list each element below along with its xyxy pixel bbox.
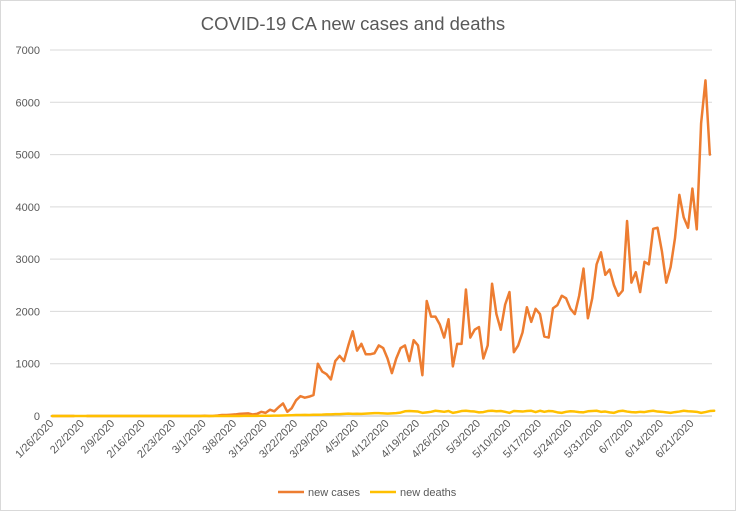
x-axis-ticks: 1/26/20202/2/20202/9/20202/16/20202/23/2… <box>13 418 696 461</box>
y-tick-label: 0 <box>34 411 40 423</box>
y-tick-label: 1000 <box>16 359 40 371</box>
y-tick-label: 3000 <box>16 254 40 266</box>
legend-label: new deaths <box>400 487 457 499</box>
y-tick-label: 6000 <box>16 97 40 109</box>
chart-title: COVID-19 CA new cases and deaths <box>201 13 505 34</box>
series-line-new-deaths <box>50 409 716 418</box>
legend-label: new cases <box>308 487 360 499</box>
y-tick-label: 7000 <box>16 45 40 57</box>
gridlines <box>50 49 712 417</box>
series-line-new-cases <box>50 79 712 418</box>
y-tick-label: 5000 <box>16 150 40 162</box>
series-lines <box>50 79 716 418</box>
legend: new cases new deaths <box>278 487 457 499</box>
x-tick-label: 1/26/2020 <box>13 418 56 461</box>
y-tick-label: 4000 <box>16 202 40 214</box>
y-tick-label: 2000 <box>16 306 40 318</box>
y-axis-ticks: 0 1000 2000 3000 4000 5000 6000 7000 <box>16 45 40 423</box>
